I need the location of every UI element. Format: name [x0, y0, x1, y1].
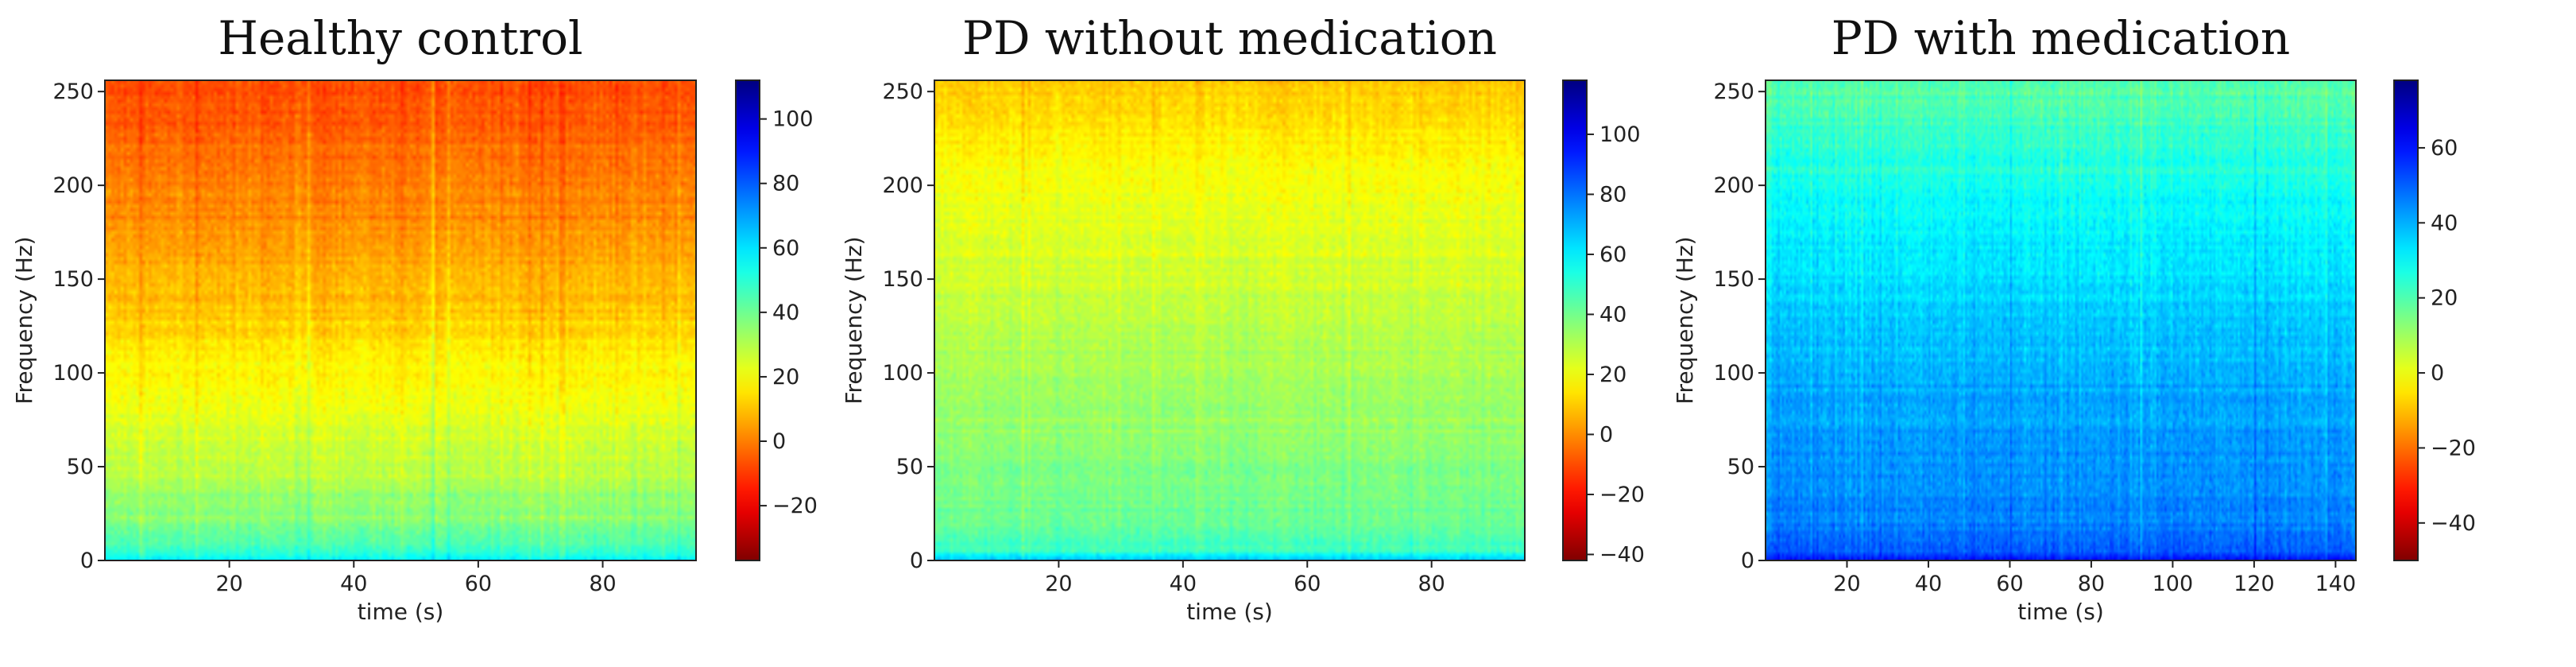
- colorbar-tick-label: 20: [772, 365, 799, 390]
- colorbar-tick-label: 0: [1599, 422, 1613, 447]
- colorbar-tick-label: 80: [1599, 182, 1626, 207]
- y-axis-label: Frequency (Hz): [841, 236, 867, 404]
- y-tick-label: 50: [67, 455, 94, 479]
- y-tick-label: 100: [1713, 361, 1754, 386]
- y-tick-label: 150: [882, 267, 923, 292]
- colorbar-tick-label: −40: [2431, 511, 2476, 536]
- y-tick-label: 150: [1713, 267, 1754, 292]
- y-axis-label: Frequency (Hz): [11, 236, 37, 404]
- colorbar-tick-label: 20: [1599, 363, 1626, 387]
- x-tick-label: 40: [1170, 572, 1197, 596]
- y-tick-label: 50: [896, 455, 923, 479]
- heatmap-image: [1766, 80, 2356, 560]
- x-tick-label: 40: [340, 572, 367, 596]
- colorbar-frame: [2393, 79, 2419, 561]
- x-tick-label: 20: [1045, 572, 1072, 596]
- colorbar-tick-label: 40: [2431, 211, 2458, 235]
- colorbar-tick-label: −40: [1599, 542, 1645, 567]
- x-tick-label: 80: [589, 572, 616, 596]
- x-tick-label: 140: [2315, 572, 2357, 596]
- x-tick-label: 20: [215, 572, 242, 596]
- colorbar: [736, 80, 760, 560]
- colorbar-tick-label: 0: [2431, 361, 2444, 386]
- y-tick-label: 0: [1741, 549, 1754, 573]
- x-tick-label: 60: [1294, 572, 1321, 596]
- colorbar-tick-label: −20: [772, 494, 818, 518]
- colorbar-frame: [1562, 79, 1588, 561]
- x-tick-label: 100: [2152, 572, 2194, 596]
- colorbar-frame: [735, 79, 760, 561]
- y-tick-label: 100: [882, 361, 923, 386]
- plot-frame: [104, 79, 697, 561]
- colorbar-tick-label: 100: [772, 107, 814, 132]
- x-tick-label: 80: [2078, 572, 2105, 596]
- colorbar-tick-label: −20: [1599, 483, 1645, 507]
- colorbar-tick-label: 100: [1599, 122, 1641, 147]
- colorbar: [1563, 80, 1587, 560]
- colorbar-tick-label: 20: [2431, 286, 2458, 311]
- colorbar-tick-label: −20: [2431, 436, 2476, 460]
- y-tick-label: 250: [1713, 79, 1754, 104]
- colorbar-tick-label: 40: [1599, 302, 1626, 327]
- x-axis-label: time (s): [358, 599, 444, 625]
- y-tick-label: 250: [882, 79, 923, 104]
- y-tick-label: 200: [882, 173, 923, 198]
- y-tick-label: 200: [52, 173, 94, 198]
- x-tick-label: 40: [1915, 572, 1942, 596]
- colorbar-tick-label: 60: [1599, 242, 1626, 267]
- colorbar: [2394, 80, 2418, 560]
- panel-title: PD without medication: [962, 11, 1497, 65]
- x-tick-label: 60: [465, 572, 492, 596]
- x-tick-label: 80: [1418, 572, 1445, 596]
- spectrogram-panel-2: PD without medication 20 40 60 80 0 50 100 150 20…: [841, 11, 1645, 625]
- x-tick-label: 120: [2234, 572, 2275, 596]
- y-tick-label: 50: [1727, 455, 1754, 479]
- heatmap-image: [934, 80, 1525, 560]
- y-tick-label: 0: [910, 549, 923, 573]
- x-axis-label: time (s): [2017, 599, 2104, 625]
- x-axis-label: time (s): [1186, 599, 1273, 625]
- colorbar-tick-label: 0: [772, 429, 786, 454]
- colorbar-tick-label: 60: [2431, 136, 2458, 161]
- spectrogram-panel-3: PD with medication 20 40 60 80 100 120 140 0 50 10…: [1672, 11, 2476, 625]
- y-tick-label: 100: [52, 361, 94, 386]
- plot-frame: [1765, 79, 2357, 561]
- y-tick-label: 150: [52, 267, 94, 292]
- panel-title: Healthy control: [218, 11, 582, 65]
- plot-frame: [934, 79, 1526, 561]
- y-tick-label: 250: [52, 79, 94, 104]
- heatmap-image: [105, 80, 696, 560]
- colorbar-tick-label: 40: [772, 301, 799, 325]
- x-tick-label: 60: [1996, 572, 2023, 596]
- y-tick-label: 0: [80, 549, 94, 573]
- panel-title: PD with medication: [1831, 11, 2290, 65]
- colorbar-tick-label: 60: [772, 236, 799, 261]
- x-tick-label: 20: [1833, 572, 1860, 596]
- y-tick-label: 200: [1713, 173, 1754, 198]
- y-axis-label: Frequency (Hz): [1672, 236, 1698, 404]
- colorbar-tick-label: 80: [772, 172, 799, 196]
